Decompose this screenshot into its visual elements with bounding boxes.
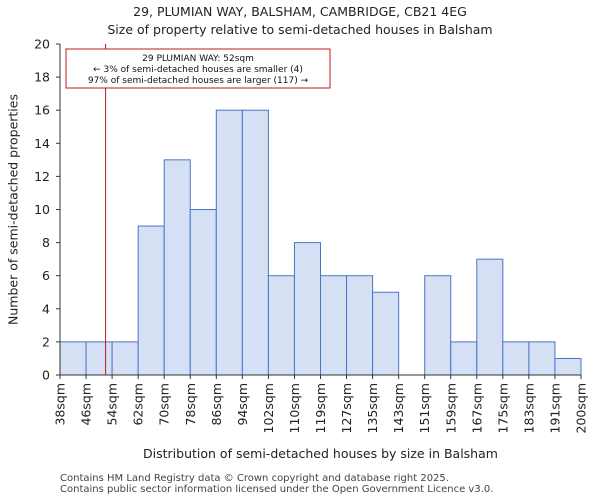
histogram-chart: 0 2 4 6 8 10 12 14 16 18 20 38sqm 46sqm 54sqm 62sqm 70s… bbox=[6, 37, 589, 462]
x-tick-label-13: 143sqm bbox=[391, 383, 406, 433]
histogram-bar-19 bbox=[554, 357, 582, 376]
histogram-bar-9 bbox=[293, 242, 322, 376]
y-tick-label-12: 12 bbox=[34, 169, 50, 184]
x-tick-label-1: 46sqm bbox=[79, 383, 94, 426]
chart-title-line1: 29, PLUMIAN WAY, BALSHAM, CAMBRIDGE, CB2… bbox=[133, 4, 467, 19]
histogram-bar-11 bbox=[346, 275, 374, 376]
x-tick-label-16: 167sqm bbox=[469, 383, 484, 433]
footer-copyright: Contains HM Land Registry data © Crown c… bbox=[60, 473, 449, 484]
histogram-bar-16 bbox=[476, 258, 504, 376]
x-tick-label-0: 38sqm bbox=[53, 383, 68, 426]
annotation-line-2: ← 3% of semi-detached houses are smaller… bbox=[93, 65, 303, 75]
x-tick-label-9: 110sqm bbox=[287, 383, 302, 433]
annotation-box bbox=[65, 48, 331, 89]
histogram-bar-7 bbox=[241, 109, 269, 376]
x-tick-label-10: 119sqm bbox=[313, 383, 328, 433]
histogram-bar-14 bbox=[424, 275, 452, 376]
histogram-bar-10 bbox=[320, 275, 348, 376]
y-axis-title: Number of semi-detached properties bbox=[6, 94, 21, 325]
x-axis-title: Distribution of semi-detached houses by … bbox=[143, 446, 498, 461]
histogram-bar-1 bbox=[85, 341, 113, 376]
histogram-bar-17 bbox=[502, 341, 530, 376]
y-tick-label-2: 2 bbox=[42, 334, 50, 349]
annotation-line-1: 29 PLUMIAN WAY: 52sqm bbox=[142, 54, 254, 64]
x-tick-label-14: 151sqm bbox=[417, 383, 432, 433]
x-tick-label-8: 102sqm bbox=[261, 383, 276, 433]
x-tick-label-18: 183sqm bbox=[521, 383, 536, 433]
histogram-bar-6 bbox=[215, 109, 243, 376]
x-tick-label-3: 62sqm bbox=[131, 383, 146, 426]
histogram-bar-8 bbox=[267, 275, 295, 376]
y-tick-label-8: 8 bbox=[42, 235, 50, 250]
footer-licence: Contains public sector information licen… bbox=[60, 484, 494, 495]
histogram-bar-12 bbox=[372, 291, 400, 376]
x-tick-label-4: 70sqm bbox=[157, 383, 172, 426]
x-tick-label-12: 135sqm bbox=[365, 383, 380, 433]
y-tick-label-20: 20 bbox=[34, 37, 50, 52]
histogram-bar-15 bbox=[450, 341, 478, 376]
y-tick-label-16: 16 bbox=[34, 103, 50, 118]
x-tick-label-7: 94sqm bbox=[235, 383, 250, 426]
histogram-bar-5 bbox=[189, 209, 217, 376]
annotation-line-3: 97% of semi-detached houses are larger (… bbox=[88, 76, 309, 86]
x-tick-label-2: 54sqm bbox=[105, 383, 120, 426]
histogram-bar-18 bbox=[528, 341, 556, 376]
y-tick-label-0: 0 bbox=[42, 368, 50, 383]
y-tick-label-6: 6 bbox=[42, 268, 50, 283]
y-tick-label-14: 14 bbox=[34, 136, 50, 151]
chart-title-line2: Size of property relative to semi-detach… bbox=[107, 22, 493, 37]
x-tick-label-19: 191sqm bbox=[547, 383, 562, 433]
x-tick-label-5: 78sqm bbox=[183, 383, 198, 426]
x-tick-label-20: 200sqm bbox=[574, 383, 589, 433]
x-tick-label-17: 175sqm bbox=[495, 383, 510, 433]
x-tick-label-15: 159sqm bbox=[443, 383, 458, 433]
y-tick-label-18: 18 bbox=[34, 70, 50, 85]
y-tick-label-10: 10 bbox=[34, 202, 50, 217]
histogram-bar-2 bbox=[111, 341, 139, 376]
histogram-bar-0 bbox=[59, 341, 87, 376]
histogram-bar-4 bbox=[163, 159, 191, 376]
y-tick-label-4: 4 bbox=[42, 301, 50, 316]
x-tick-label-6: 86sqm bbox=[209, 383, 224, 426]
x-tick-label-11: 127sqm bbox=[339, 383, 354, 433]
histogram-bar-3 bbox=[137, 225, 165, 376]
